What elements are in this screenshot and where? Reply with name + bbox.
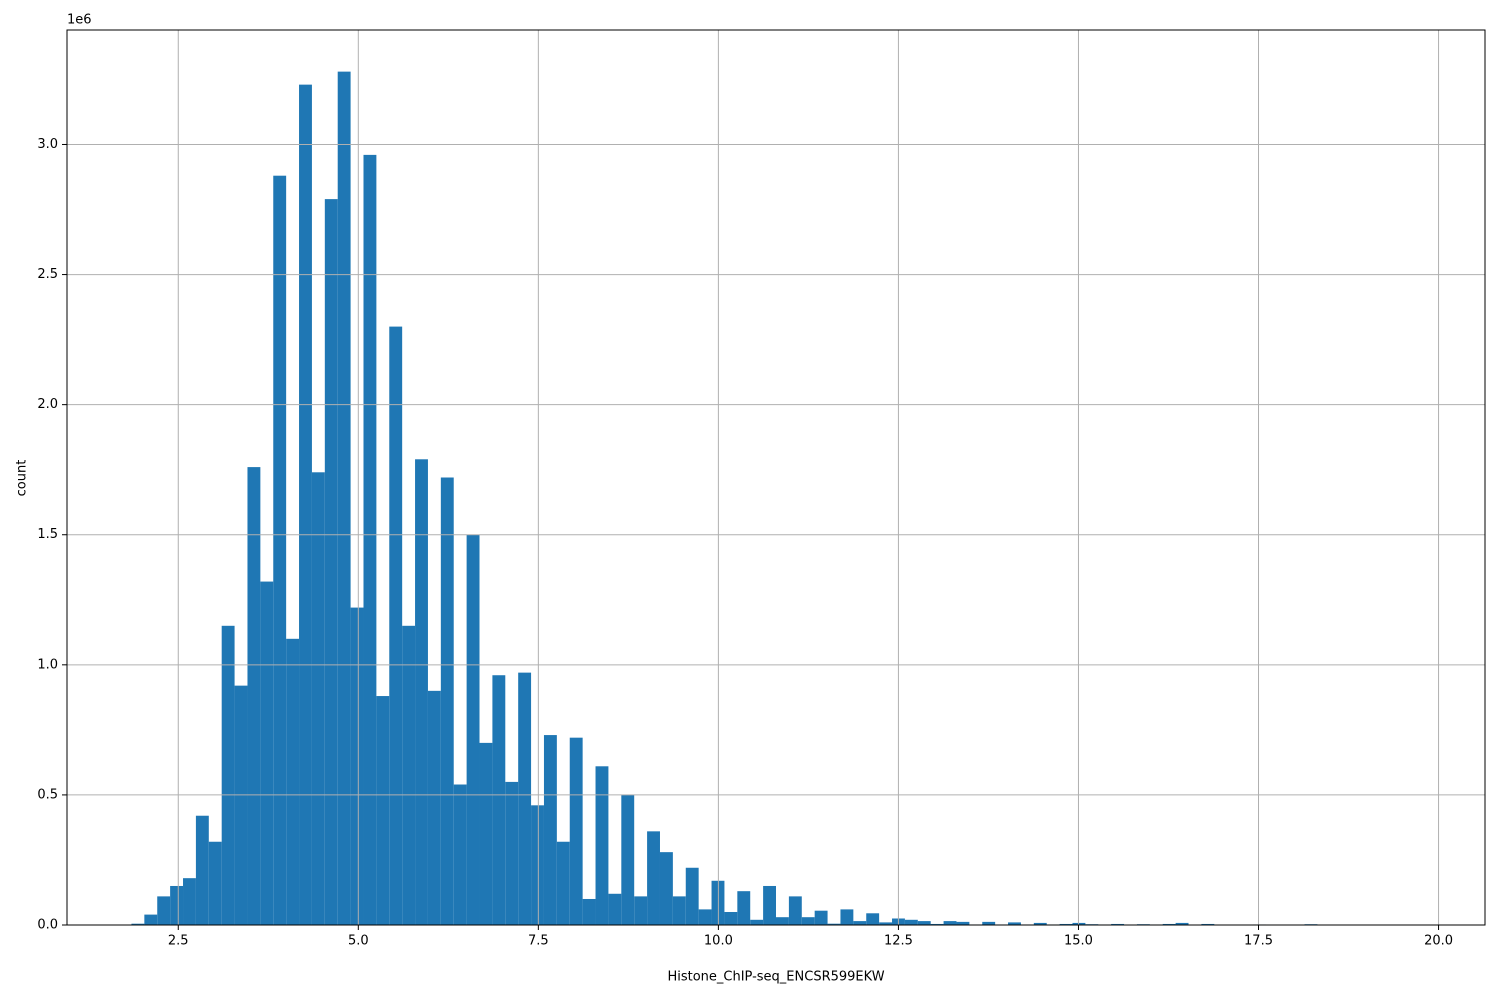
bar [1033,922,1047,925]
bar [183,878,196,925]
bar [157,896,171,925]
bar [402,625,416,925]
bar [801,917,815,925]
bar [131,923,145,925]
bar [569,737,583,925]
x-tick-label: 5.0 [348,934,369,949]
bar [840,909,854,925]
x-tick-label: 15.0 [1064,934,1093,949]
x-tick-label: 20.0 [1424,934,1453,949]
bar [672,896,686,925]
bar [776,917,789,925]
bar [904,919,918,925]
bar [376,696,390,925]
bar [453,784,467,925]
bar [221,625,235,925]
bar [234,685,248,925]
x-tick-label: 7.5 [528,934,549,949]
bar [299,84,312,926]
bar [930,923,944,925]
bar [286,638,300,925]
y-tick-label: 1.0 [37,657,58,672]
bar [1059,923,1073,925]
bar [853,921,867,925]
bar [634,896,648,925]
x-tick-label: 10.0 [704,934,733,949]
bar [595,766,609,925]
bar [1111,923,1125,925]
bar [427,690,441,925]
bar [311,472,325,925]
bar [260,581,274,925]
bar [879,922,893,925]
bar [1175,922,1189,925]
y-tick-label: 3.0 [37,137,58,152]
bar [415,459,428,925]
x-tick-label: 12.5 [884,934,913,949]
bar [195,815,209,925]
bar [337,71,351,925]
bar [543,735,557,925]
bar [827,923,841,925]
y-offset-text: 1e6 [67,13,92,28]
bar [866,913,880,925]
y-tick-label: 2.0 [37,397,58,412]
bar [363,154,377,925]
plot-frame [66,29,1486,926]
y-axis-label: count [15,460,30,497]
bar [659,852,673,925]
y-tick-label: 0.0 [37,918,58,933]
bar [466,534,480,925]
bar [724,911,738,925]
bar [1008,922,1021,925]
y-tick-label: 2.5 [37,267,58,282]
bar [531,805,544,925]
bar [737,891,751,925]
y-tick-label: 1.5 [37,527,58,542]
bar [698,909,712,925]
bar [479,742,493,925]
bar [982,921,996,925]
bar [350,607,364,925]
bar [518,672,532,925]
bar [647,831,660,925]
bar [763,885,776,925]
bar [324,199,338,925]
bar [247,467,261,925]
bar [505,781,519,925]
bar [582,898,596,925]
x-axis-label: Histone_ChIP-seq_ENCSR599EKW [667,970,884,985]
bar [814,910,828,925]
x-tick-label: 17.5 [1244,934,1273,949]
bar [170,885,184,925]
bar [1162,923,1176,925]
bar [685,867,699,925]
bar [917,921,931,925]
bar [556,841,570,925]
bar [750,919,764,925]
bar [208,841,222,925]
bar [608,893,622,925]
bar [621,794,635,925]
bar [389,326,403,925]
bar [788,896,802,925]
bar [1201,923,1215,925]
x-tick-label: 2.5 [168,934,189,949]
bar [492,675,506,925]
y-tick-label: 0.5 [37,787,58,802]
bar [956,921,970,925]
bar [144,914,158,925]
bar [440,477,454,925]
bar [943,921,957,925]
bar [273,175,287,925]
